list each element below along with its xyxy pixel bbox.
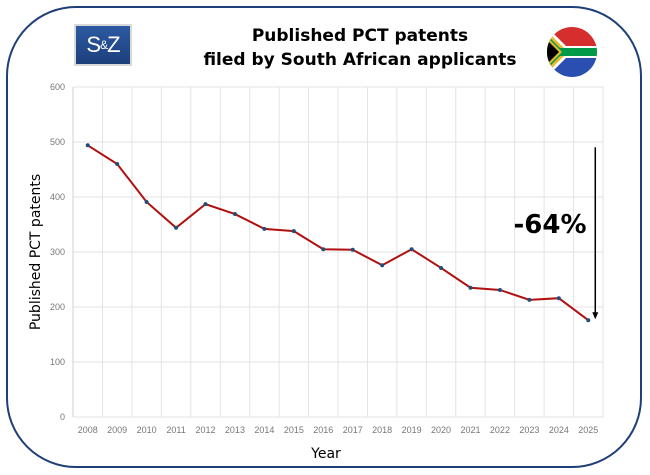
x-tick-label: 2021: [460, 425, 480, 435]
arrow-head-icon: [592, 312, 599, 320]
data-point: [497, 287, 502, 292]
x-tick-label: 2012: [195, 425, 215, 435]
data-point: [291, 229, 296, 234]
x-tick-label: 2017: [343, 425, 363, 435]
data-point: [174, 225, 179, 230]
data-point: [468, 285, 473, 290]
y-tick-label: 100: [50, 357, 65, 367]
y-tick-label: 200: [50, 302, 65, 312]
title-line-2: filed by South African applicants: [203, 50, 517, 70]
x-tick-label: 2025: [578, 425, 598, 435]
data-point: [85, 143, 90, 148]
sz-logo: S & Z: [74, 24, 132, 66]
x-tick-label: 2015: [284, 425, 304, 435]
x-tick-label: 2018: [372, 425, 392, 435]
data-point: [527, 297, 532, 302]
x-tick-label: 2011: [166, 425, 185, 435]
data-point: [262, 226, 267, 231]
x-tick-label: 2016: [313, 425, 333, 435]
y-tick-label: 0: [60, 412, 65, 422]
rounded-frame: [6, 6, 642, 468]
data-point: [439, 265, 444, 270]
x-tick-label: 2014: [254, 425, 274, 435]
x-tick-label: 2024: [549, 425, 569, 435]
logo-amp: &: [100, 38, 108, 52]
x-tick-label: 2022: [490, 425, 510, 435]
data-point: [115, 162, 120, 166]
data-point: [409, 247, 414, 252]
logo-z: Z: [107, 32, 120, 57]
y-axis-label: Published PCT patents: [28, 174, 44, 330]
y-tick-label: 600: [50, 82, 65, 92]
x-tick-label: 2013: [225, 425, 245, 435]
chart-title: Published PCT patents filed by South Afr…: [180, 24, 540, 72]
logo-s: S: [86, 32, 101, 57]
x-tick-label: 2008: [78, 425, 98, 435]
data-point: [380, 263, 385, 268]
data-point: [350, 247, 355, 252]
south-africa-flag-icon: [547, 27, 597, 77]
data-point: [232, 212, 237, 217]
data-point: [144, 199, 149, 204]
title-line-1: Published PCT patents: [251, 26, 469, 46]
data-point: [203, 202, 208, 207]
y-tick-label: 300: [50, 247, 65, 257]
y-tick-label: 500: [50, 137, 65, 147]
x-tick-label: 2020: [431, 425, 451, 435]
x-tick-label: 2010: [137, 425, 157, 435]
change-annotation: -64%: [513, 210, 586, 240]
y-tick-label: 400: [50, 192, 65, 202]
x-tick-label: 2009: [107, 425, 127, 435]
x-tick-label: 2023: [519, 425, 539, 435]
data-point: [586, 318, 591, 323]
data-point: [321, 247, 326, 252]
series-line: [87, 144, 589, 322]
x-axis-label: Year: [310, 446, 341, 462]
x-tick-label: 2019: [402, 425, 422, 435]
data-point: [556, 296, 561, 301]
